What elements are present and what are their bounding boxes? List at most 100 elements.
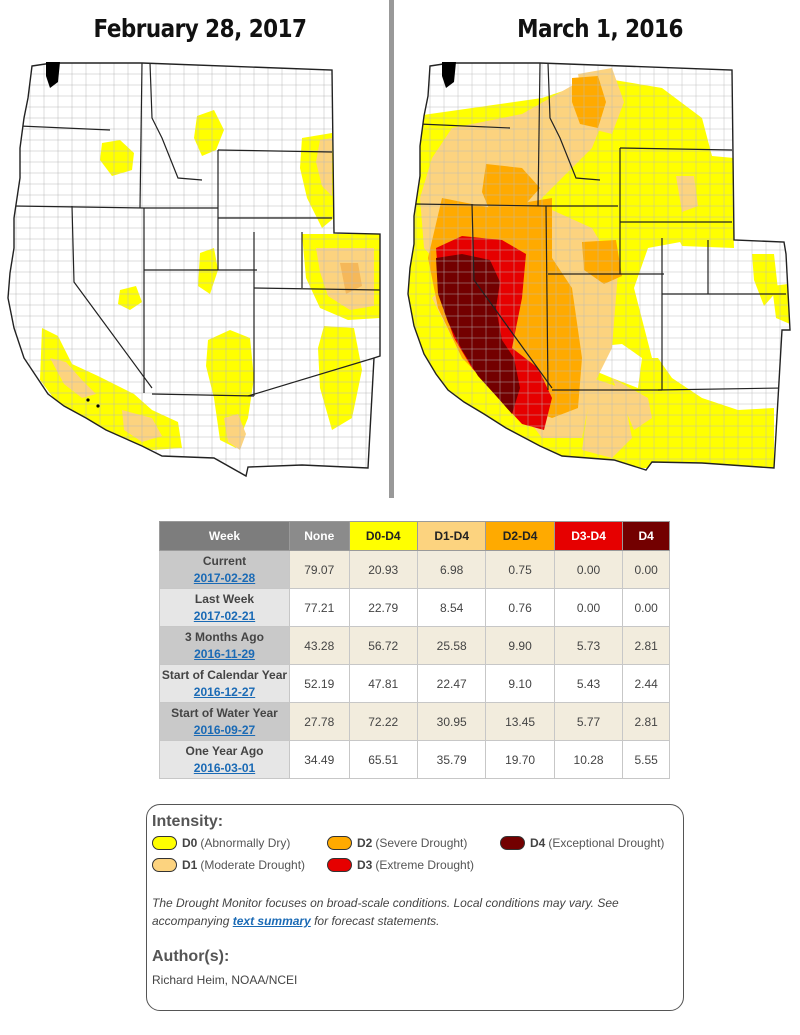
legend-desc: (Severe Drought) xyxy=(375,836,468,850)
week-label: Start of Water Year xyxy=(171,705,278,720)
header-d2-d4: D2-D4 xyxy=(485,521,555,551)
header-d3-d4: D3-D4 xyxy=(553,521,624,551)
value-d2-d4: 13.45 xyxy=(485,702,555,741)
legend-desc: (Moderate Drought) xyxy=(200,858,306,872)
value-none: 79.07 xyxy=(289,550,350,589)
drought-map-2016 xyxy=(407,62,791,471)
week-date-link[interactable]: 2016-12-27 xyxy=(193,684,256,699)
d1-swatch xyxy=(152,858,177,872)
legend-desc: (Abnormally Dry) xyxy=(200,836,291,850)
d0-swatch xyxy=(152,836,177,850)
value-d1-d4: 8.54 xyxy=(416,588,487,627)
d0-area xyxy=(194,110,224,156)
value-d3-d4: 0.00 xyxy=(553,550,624,589)
legend-item-d3: D3 (Extreme Drought) xyxy=(327,858,474,872)
value-d2-d4: 0.76 xyxy=(485,588,555,627)
map-divider xyxy=(389,0,394,498)
week-date-link[interactable]: 2016-09-27 xyxy=(193,722,256,737)
d3-swatch xyxy=(327,858,352,872)
note-text-end: for forecast statements. xyxy=(310,914,440,928)
value-d1-d4: 22.47 xyxy=(416,664,487,703)
d1-area xyxy=(50,358,96,398)
value-d1-d4: 6.98 xyxy=(416,550,487,589)
d0-area xyxy=(100,140,134,176)
week-date-link[interactable]: 2016-11-29 xyxy=(194,646,255,661)
value-d0-d4: 56.72 xyxy=(348,626,418,665)
left-map-title: February 28, 2017 xyxy=(93,14,307,43)
legend-heading: Intensity: xyxy=(152,813,224,830)
value-d4: 5.55 xyxy=(622,740,670,779)
week-label: Last Week xyxy=(194,591,255,606)
table-header-row: Week None D0-D4 D1-D4 D2-D4 D3-D4 D4 xyxy=(159,521,670,551)
value-d2-d4: 9.10 xyxy=(485,664,555,703)
legend-item-d2: D2 (Severe Drought) xyxy=(327,836,467,850)
d2-swatch xyxy=(327,836,352,850)
legend-desc: (Extreme Drought) xyxy=(375,858,475,872)
week-date-link[interactable]: 2016-03-01 xyxy=(193,760,256,775)
week-label: 3 Months Ago xyxy=(185,629,264,644)
table-row: 3 Months Ago 2016-11-29 43.28 56.72 25.58… xyxy=(159,626,670,665)
value-d4: 2.81 xyxy=(622,626,670,665)
legend-item-d0: D0 (Abnormally Dry) xyxy=(152,836,290,850)
note-text: The Drought Monitor focuses on broad-sca… xyxy=(152,896,619,928)
header-week: Week xyxy=(159,521,290,551)
value-d0-d4: 47.81 xyxy=(348,664,418,703)
week-cell: Start of Water Year 2016-09-27 xyxy=(159,702,290,741)
value-none: 27.78 xyxy=(289,702,350,741)
value-none: 43.28 xyxy=(289,626,350,665)
author-name: Richard Heim, NOAA/NCEI xyxy=(152,973,298,987)
value-d1-d4: 35.79 xyxy=(416,740,487,779)
d0-area xyxy=(206,330,254,448)
legend-code: D0 xyxy=(182,836,198,850)
value-d2-d4: 0.75 xyxy=(485,550,555,589)
d0-area xyxy=(198,248,218,294)
header-d1-d4: D1-D4 xyxy=(416,521,487,551)
value-d4: 0.00 xyxy=(622,588,670,627)
text-summary-link[interactable]: text summary xyxy=(232,914,311,928)
d4-swatch xyxy=(500,836,525,850)
right-map-title: March 1, 2016 xyxy=(517,14,683,43)
d1-area xyxy=(676,176,698,212)
legend-code: D1 xyxy=(182,858,198,872)
value-d3-d4: 0.00 xyxy=(553,588,624,627)
d0-area xyxy=(752,254,778,306)
header-d4: D4 xyxy=(622,521,670,551)
legend-desc: (Exceptional Drought) xyxy=(548,836,665,850)
table-row: Current 2017-02-28 79.07 20.93 6.98 0.75 … xyxy=(159,550,670,589)
author-heading: Author(s): xyxy=(152,948,230,965)
value-none: 34.49 xyxy=(289,740,350,779)
legend-code: D3 xyxy=(357,858,373,872)
value-d3-d4: 10.28 xyxy=(553,740,624,779)
value-d4: 2.81 xyxy=(622,702,670,741)
value-d1-d4: 30.95 xyxy=(416,702,487,741)
week-cell: Last Week 2017-02-21 xyxy=(159,588,290,627)
week-date-link[interactable]: 2017-02-21 xyxy=(193,608,256,623)
value-d3-d4: 5.43 xyxy=(553,664,624,703)
week-label: One Year Ago xyxy=(185,743,264,758)
d0-area xyxy=(118,286,142,310)
value-d0-d4: 72.22 xyxy=(348,702,418,741)
week-cell: One Year Ago 2016-03-01 xyxy=(159,740,290,779)
value-d2-d4: 19.70 xyxy=(485,740,555,779)
legend-code: D2 xyxy=(357,836,373,850)
value-d2-d4: 9.90 xyxy=(485,626,555,665)
header-d0-d4: D0-D4 xyxy=(348,521,418,551)
value-d0-d4: 65.51 xyxy=(348,740,418,779)
d1-area xyxy=(582,378,632,458)
drought-map-2017 xyxy=(7,62,381,478)
value-d0-d4: 22.79 xyxy=(348,588,418,627)
legend-item-d4: D4 (Exceptional Drought) xyxy=(500,836,664,850)
intensity-legend: Intensity: D0 (Abnormally Dry) D1 (Moder… xyxy=(146,804,684,1011)
week-label: Current xyxy=(202,553,247,568)
week-date-link[interactable]: 2017-02-28 xyxy=(193,570,256,585)
week-cell: Start of Calendar Year 2016-12-27 xyxy=(159,664,290,703)
table-row: Start of Water Year 2016-09-27 27.78 72.2… xyxy=(159,702,670,741)
legend-item-d1: D1 (Moderate Drought) xyxy=(152,858,305,872)
d1-area xyxy=(340,263,362,294)
header-none: None xyxy=(289,521,350,551)
week-label: Start of Calendar Year xyxy=(161,667,288,682)
value-d3-d4: 5.73 xyxy=(553,626,624,665)
value-none: 52.19 xyxy=(289,664,350,703)
table-row: Last Week 2017-02-21 77.21 22.79 8.54 0.7… xyxy=(159,588,670,627)
d1-area xyxy=(224,414,246,450)
